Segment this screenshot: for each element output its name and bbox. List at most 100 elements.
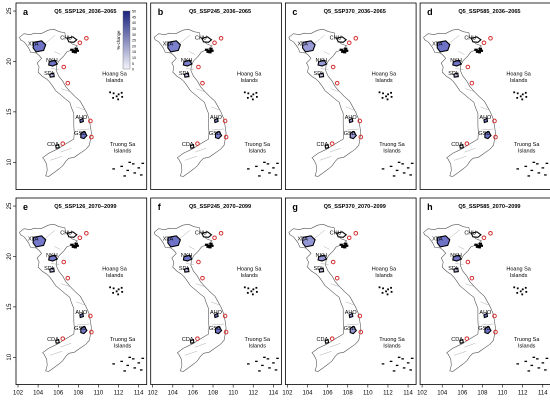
site-marker bbox=[492, 313, 497, 319]
coastal-island bbox=[478, 242, 483, 245]
region-label-sdi: SDI bbox=[179, 71, 189, 77]
region-label-sdi: SDI bbox=[448, 266, 458, 272]
y-tick-label: 10 bbox=[7, 353, 13, 360]
panel-frame bbox=[150, 197, 282, 385]
province-boundary bbox=[51, 68, 60, 70]
truong-sa-island bbox=[131, 163, 135, 165]
province-boundary bbox=[464, 343, 476, 348]
region-aho bbox=[483, 312, 489, 319]
site-marker bbox=[65, 80, 71, 86]
hoang-sa-island bbox=[381, 96, 384, 99]
hoang-sa-label: Islands bbox=[106, 78, 124, 84]
region-label-sdi: SDI bbox=[314, 71, 324, 77]
region-label-xla: XLA bbox=[297, 41, 308, 47]
truong-sa-label: Islands bbox=[249, 149, 267, 155]
site-marker bbox=[77, 40, 83, 46]
hoang-sa-island bbox=[117, 288, 120, 291]
hoang-sa-island bbox=[521, 98, 524, 101]
hoang-sa-label: Islands bbox=[375, 273, 393, 279]
truong-sa-island bbox=[395, 169, 399, 172]
hoang-sa-island bbox=[387, 93, 389, 96]
region-label-cda: CDA bbox=[182, 337, 194, 343]
truong-sa-island bbox=[120, 360, 123, 363]
hoang-sa-island bbox=[381, 291, 384, 294]
truong-sa-label: Truong Sa bbox=[245, 337, 271, 343]
region-chu bbox=[470, 36, 482, 43]
hoang-sa-label: Islands bbox=[510, 78, 528, 84]
site-marker bbox=[492, 118, 497, 124]
site-marker bbox=[200, 80, 205, 86]
legend-tick-label: 20 bbox=[132, 44, 136, 48]
site-marker bbox=[200, 275, 205, 281]
coastal-island bbox=[74, 47, 78, 50]
region-label-aho: AHO bbox=[75, 115, 88, 121]
coastal-island bbox=[345, 244, 349, 247]
coastal-island bbox=[71, 245, 75, 248]
coastal-island bbox=[478, 47, 483, 50]
truong-sa-island bbox=[128, 161, 132, 163]
province-boundary bbox=[346, 323, 359, 326]
province-boundary bbox=[481, 323, 494, 326]
hoang-sa-island bbox=[115, 95, 118, 98]
panel-title: Q5_SSP370_2036–2065 bbox=[324, 9, 386, 15]
x-tick-label: 114 bbox=[269, 391, 279, 397]
truong-sa-label: Truong Sa bbox=[245, 142, 271, 148]
hoang-sa-label: Islands bbox=[241, 273, 259, 279]
site-marker bbox=[464, 336, 470, 341]
truong-sa-island bbox=[389, 360, 393, 363]
site-marker bbox=[223, 329, 229, 335]
truong-sa-island bbox=[274, 174, 278, 176]
truong-sa-island bbox=[120, 165, 123, 168]
hoang-sa-island bbox=[120, 286, 123, 289]
truong-sa-island bbox=[133, 172, 137, 174]
coastal-island bbox=[74, 242, 78, 245]
region-nkh bbox=[452, 59, 463, 67]
region-label-sdi: SDI bbox=[44, 266, 54, 272]
site-marker bbox=[329, 336, 335, 341]
coastal-island bbox=[73, 51, 77, 54]
site-marker bbox=[218, 230, 224, 236]
region-gsd bbox=[80, 325, 88, 335]
province-boundary bbox=[330, 88, 340, 92]
region-label-cda: CDA bbox=[451, 142, 463, 148]
coastal-island bbox=[204, 48, 209, 51]
region-label-gsd: GSD bbox=[209, 131, 221, 137]
hoang-sa-island bbox=[117, 293, 120, 296]
hoang-sa-island bbox=[117, 93, 120, 96]
coastal-island bbox=[75, 49, 79, 52]
coastal-island bbox=[209, 242, 213, 245]
legend-tick-label: 10 bbox=[132, 56, 136, 60]
site-marker bbox=[493, 134, 498, 140]
site-marker bbox=[222, 313, 228, 319]
y-tick-label: 15 bbox=[7, 108, 13, 115]
coastal-island bbox=[204, 243, 209, 246]
hoang-sa-island bbox=[524, 91, 527, 94]
coastal-island bbox=[477, 246, 482, 249]
x-tick-label: 104 bbox=[33, 391, 44, 397]
site-marker bbox=[353, 35, 359, 41]
truong-sa-island bbox=[137, 167, 141, 169]
region-cda bbox=[189, 338, 195, 344]
site-marker bbox=[61, 259, 67, 265]
region-label-nkh: NKH bbox=[316, 253, 328, 259]
truong-sa-island bbox=[530, 169, 534, 172]
region-label-xla: XLA bbox=[432, 41, 443, 47]
region-label-nkh: NKH bbox=[450, 58, 462, 64]
hoang-sa-island bbox=[121, 95, 124, 98]
province-boundary bbox=[188, 246, 195, 250]
truong-sa-island bbox=[527, 175, 531, 177]
site-marker bbox=[88, 118, 93, 124]
region-cda bbox=[459, 338, 464, 344]
hoang-sa-island bbox=[516, 287, 519, 290]
x-tick-label: 114 bbox=[134, 391, 144, 397]
province-boundary bbox=[319, 156, 332, 161]
truong-sa-island bbox=[274, 369, 278, 371]
panel-letter: g bbox=[292, 202, 298, 212]
region-label-chu: CHU bbox=[195, 230, 207, 236]
hoang-sa-island bbox=[525, 290, 528, 293]
hoang-sa-island bbox=[521, 93, 524, 96]
truong-sa-island bbox=[536, 358, 539, 360]
